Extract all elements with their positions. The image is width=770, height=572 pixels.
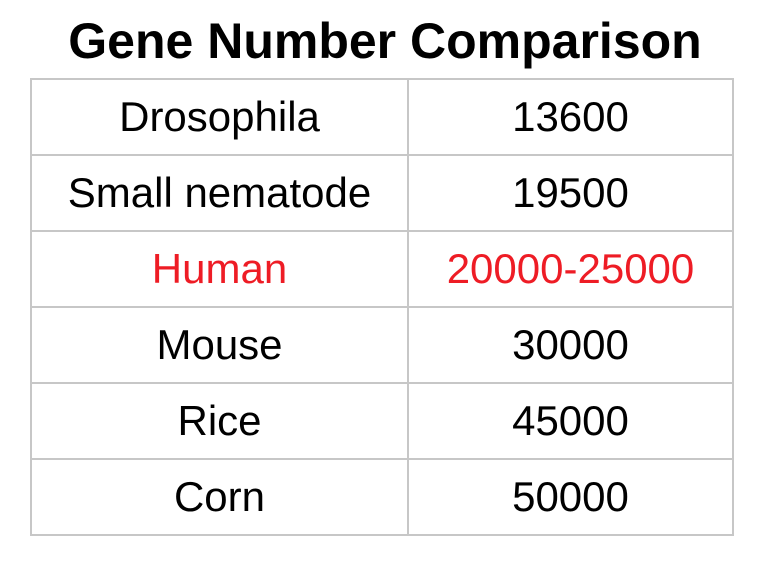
organism-cell: Mouse xyxy=(30,306,409,384)
organism-cell: Small nematode xyxy=(30,154,409,232)
table-row: Drosophila 13600 xyxy=(30,78,734,156)
organism-cell: Corn xyxy=(30,458,409,536)
gene-count-cell: 45000 xyxy=(407,382,734,460)
gene-number-table: Drosophila 13600 Small nematode 19500 Hu… xyxy=(30,78,734,536)
gene-count-cell: 30000 xyxy=(407,306,734,384)
gene-count-cell: 19500 xyxy=(407,154,734,232)
table-row: Rice 45000 xyxy=(30,382,734,460)
table-row: Mouse 30000 xyxy=(30,306,734,384)
organism-cell: Drosophila xyxy=(30,78,409,156)
table-row: Small nematode 19500 xyxy=(30,154,734,232)
organism-cell: Rice xyxy=(30,382,409,460)
gene-count-cell: 20000-25000 xyxy=(407,230,734,308)
gene-count-cell: 13600 xyxy=(407,78,734,156)
page-title: Gene Number Comparison xyxy=(68,13,702,69)
gene-count-cell: 50000 xyxy=(407,458,734,536)
table-row: Corn 50000 xyxy=(30,458,734,536)
table-row-highlighted: Human 20000-25000 xyxy=(30,230,734,308)
organism-cell: Human xyxy=(30,230,409,308)
